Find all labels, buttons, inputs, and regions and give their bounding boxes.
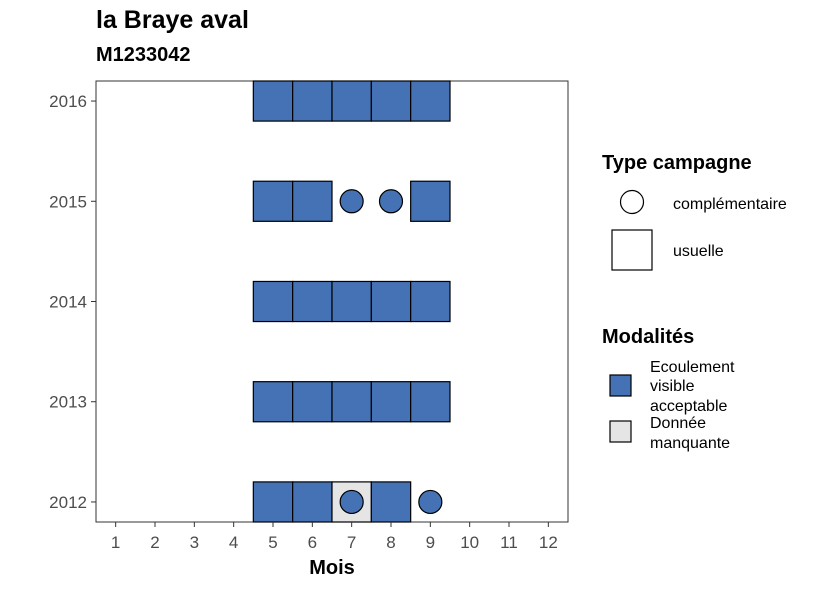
legend-label-ecoulement_visible_acceptable-line-2: visible xyxy=(650,378,695,395)
legend-title-type-campagne: Type campagne xyxy=(602,152,752,174)
cell-usuelle-2015-9 xyxy=(410,180,451,222)
cell-complementaire-2015-8 xyxy=(378,189,404,214)
cell-usuelle-2014-7 xyxy=(331,280,372,323)
x-tick-label-9: 9 xyxy=(426,533,435,552)
cell-usuelle-2013-8 xyxy=(370,381,412,423)
legend-key-usuelle xyxy=(611,229,653,271)
cell-usuelle-2015-6 xyxy=(292,180,333,222)
chart-subtitle: M1233042 xyxy=(96,44,191,66)
cell-usuelle-2016-6 xyxy=(292,80,333,122)
x-tick-label-10: 10 xyxy=(460,533,479,552)
cell-usuelle-2012-6 xyxy=(292,481,333,523)
cell-usuelle-2016-8 xyxy=(370,80,412,122)
legend-label-donnee_manquante-line-1: Donnée xyxy=(650,415,706,432)
legend-title-modalites: Modalités xyxy=(602,326,694,348)
cell-usuelle-2015-5 xyxy=(252,180,294,222)
cell-usuelle-2013-5 xyxy=(252,381,294,423)
cell-usuelle-2013-9 xyxy=(410,381,451,423)
cell-usuelle-2014-5 xyxy=(252,280,294,323)
cell-usuelle-2016-7 xyxy=(331,80,372,122)
cell-usuelle-2012-8 xyxy=(370,481,412,523)
legend-label-usuelle: usuelle xyxy=(673,243,724,260)
x-tick-label-12: 12 xyxy=(539,533,558,552)
cell-usuelle-2014-8 xyxy=(370,280,412,323)
x-tick-label-1: 1 xyxy=(111,533,120,552)
cell-usuelle-2013-6 xyxy=(292,381,333,423)
x-tick-label-2: 2 xyxy=(150,533,159,552)
legend-label-ecoulement_visible_acceptable-line-1: Ecoulement xyxy=(650,359,735,376)
legend-key-ecoulement_visible_acceptable xyxy=(609,374,632,397)
y-tick-label-2012: 2012 xyxy=(49,493,87,512)
x-tick-label-11: 11 xyxy=(500,533,518,552)
cell-usuelle-2016-9 xyxy=(410,80,451,122)
cell-usuelle-2014-9 xyxy=(410,280,451,323)
x-axis-title: Mois xyxy=(309,557,355,579)
cell-usuelle-2016-5 xyxy=(252,80,294,122)
x-tick-label-4: 4 xyxy=(229,533,238,552)
cell-usuelle-2012-5 xyxy=(252,481,294,523)
legend-label-complementaire: complémentaire xyxy=(673,196,787,213)
cell-complementaire-2015-7 xyxy=(339,189,364,214)
y-tick-label-2014: 2014 xyxy=(49,293,87,312)
legend-label-donnee_manquante-line-2: manquante xyxy=(650,435,730,452)
legend-key-complementaire xyxy=(619,189,645,215)
x-tick-label-3: 3 xyxy=(190,533,199,552)
y-tick-label-2013: 2013 xyxy=(49,393,87,412)
cell-complementaire-2012-9 xyxy=(418,489,443,515)
cell-complementaire-2012-7 xyxy=(339,489,364,515)
legend-key-donnee_manquante xyxy=(609,420,632,443)
cell-usuelle-2013-7 xyxy=(331,381,372,423)
y-tick-label-2016: 2016 xyxy=(49,92,87,111)
x-tick-label-5: 5 xyxy=(268,533,277,552)
legend-label-ecoulement_visible_acceptable-line-3: acceptable xyxy=(650,398,727,415)
chart-title: la Braye aval xyxy=(96,6,249,34)
x-tick-label-8: 8 xyxy=(386,533,395,552)
cells-layer xyxy=(252,80,451,523)
cell-usuelle-2014-6 xyxy=(292,280,333,323)
legend: Type campagne complémentaire usuelle Modali… xyxy=(602,152,787,452)
x-tick-label-6: 6 xyxy=(308,533,317,552)
y-tick-label-2015: 2015 xyxy=(49,192,87,211)
x-tick-label-7: 7 xyxy=(347,533,356,552)
